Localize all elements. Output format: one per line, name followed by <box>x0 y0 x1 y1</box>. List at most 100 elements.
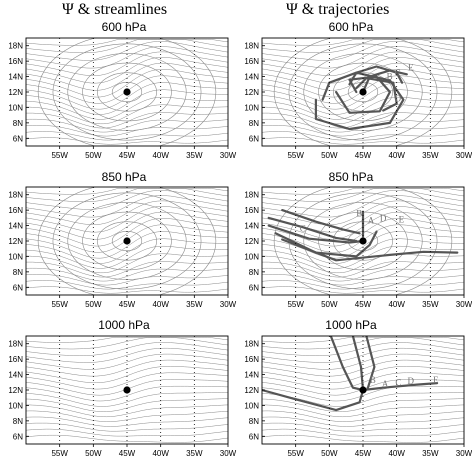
y-tick-label: 14N <box>244 371 259 380</box>
psi-contour <box>318 62 408 122</box>
x-tick-label: 30W <box>220 449 237 458</box>
y-tick-label: 16N <box>244 206 259 215</box>
psi-contour <box>37 38 217 146</box>
streamline <box>262 274 464 286</box>
x-tick-label: 30W <box>220 151 237 160</box>
streamline <box>262 337 464 343</box>
x-tick-label: 45W <box>355 151 372 160</box>
vortex-center-marker <box>123 88 131 96</box>
trajectory-label: E <box>433 375 439 385</box>
streamline <box>262 410 464 422</box>
x-tick-label: 45W <box>355 300 372 309</box>
trajectory-path <box>351 336 365 392</box>
trajectory-path <box>335 75 391 114</box>
streamline <box>26 253 228 274</box>
column-title-streamlines: Ψ & streamlines <box>62 1 168 18</box>
x-tick-label: 40W <box>388 151 405 160</box>
x-tick-label: 35W <box>422 449 439 458</box>
x-tick-label: 35W <box>186 300 203 309</box>
streamline <box>262 267 464 282</box>
x-tick-label: 45W <box>119 300 136 309</box>
streamline <box>26 267 228 282</box>
x-tick-label: 30W <box>456 300 472 309</box>
streamline <box>262 39 464 54</box>
trajectory-label: C <box>395 377 401 387</box>
panel-title-600-right: 600 hPa <box>328 20 374 34</box>
y-tick-label: 6N <box>13 432 23 441</box>
trajectory-path <box>365 336 376 390</box>
streamline <box>26 211 228 240</box>
y-tick-label: 14N <box>244 73 259 82</box>
streamline <box>26 39 228 54</box>
y-tick-label: 6N <box>249 432 259 441</box>
trajectory-label: A <box>368 215 375 225</box>
panel-1000-trajectories: 18N 16N 14N 12N 10N 8N 6N 55W 50W 45W 40W 35W 30W B A C… <box>244 335 472 458</box>
streamline <box>26 200 228 225</box>
trajectory-label: B <box>370 375 376 385</box>
streamline <box>26 337 228 343</box>
y-tick-label: 10N <box>8 401 23 410</box>
streamline <box>26 385 228 402</box>
vortex-center-marker <box>123 237 131 245</box>
panel-1000-streamlines: 18N 16N 14N 12N 10N 8N 6N 55W 50W 45W 40W 35W 30W <box>8 335 237 458</box>
trajectory-label: A <box>382 379 389 389</box>
trajectory-path <box>267 224 365 244</box>
column-title-trajectories: Ψ & trajectories <box>286 1 390 18</box>
y-tick-label: 8N <box>13 119 23 128</box>
streamline <box>26 51 228 76</box>
streamline <box>26 188 228 195</box>
vortex-center-marker <box>123 386 131 394</box>
y-tick-label: 8N <box>249 268 259 277</box>
x-tick-label: 55W <box>51 449 68 458</box>
x-tick-label: 35W <box>186 151 203 160</box>
psi-contour <box>37 187 217 295</box>
x-tick-label: 40W <box>388 300 405 309</box>
x-tick-label: 30W <box>220 300 237 309</box>
y-tick-label: 8N <box>13 268 23 277</box>
y-tick-label: 10N <box>244 401 259 410</box>
x-tick-label: 35W <box>422 300 439 309</box>
y-tick-label: 14N <box>244 222 259 231</box>
psi-contour <box>97 221 157 261</box>
y-tick-label: 10N <box>8 103 23 112</box>
streamline <box>262 404 464 418</box>
x-tick-label: 50W <box>321 449 338 458</box>
streamline <box>262 337 464 350</box>
x-tick-label: 55W <box>287 300 304 309</box>
panel-850-trajectories: 18N 16N 14N 12N 10N 8N 6N 55W 50W 45W 40W 35W 30W C BA… <box>244 186 472 309</box>
trajectory-path <box>262 388 365 412</box>
y-tick-label: 12N <box>8 386 23 395</box>
psi-contour <box>52 192 202 290</box>
psi-contour <box>97 72 157 112</box>
y-tick-label: 6N <box>13 134 23 143</box>
y-tick-label: 12N <box>244 88 259 97</box>
streamline <box>262 188 464 203</box>
streamline <box>262 125 464 137</box>
y-tick-label: 16N <box>244 57 259 66</box>
y-tick-label: 8N <box>249 417 259 426</box>
panel-600-trajectories: 18N 16N 14N 12N 10N 8N 6N 55W 50W 45W 40W 35W 30W B CE… <box>244 37 472 160</box>
streamline <box>26 188 228 203</box>
y-tick-label: 10N <box>8 252 23 261</box>
streamline <box>26 118 228 133</box>
y-tick-label: 14N <box>8 371 23 380</box>
streamline <box>26 104 228 125</box>
psi-contour <box>52 43 202 141</box>
panel-title-1000-right: 1000 hPa <box>325 318 377 332</box>
y-tick-label: 16N <box>8 206 23 215</box>
panel-600-streamlines: 18N 16N 14N 12N 10N 8N 6N 55W 50W 45W 40W 35W 30W <box>8 37 237 160</box>
x-tick-label: 40W <box>152 151 169 160</box>
streamline <box>262 188 464 195</box>
trajectory-path <box>361 382 439 392</box>
y-tick-label: 14N <box>8 73 23 82</box>
y-tick-label: 16N <box>244 355 259 364</box>
trajectory-path <box>314 71 405 131</box>
y-tick-label: 10N <box>244 252 259 261</box>
panel-850-streamlines: 18N 16N 14N 12N 10N 8N 6N 55W 50W 45W 40W 35W 30W <box>8 186 237 309</box>
y-tick-label: 16N <box>8 57 23 66</box>
x-tick-label: 50W <box>321 300 338 309</box>
vortex-center-marker <box>359 88 367 96</box>
trajectory-label: B <box>356 208 362 218</box>
x-tick-label: 55W <box>51 300 68 309</box>
y-tick-label: 18N <box>8 340 23 349</box>
